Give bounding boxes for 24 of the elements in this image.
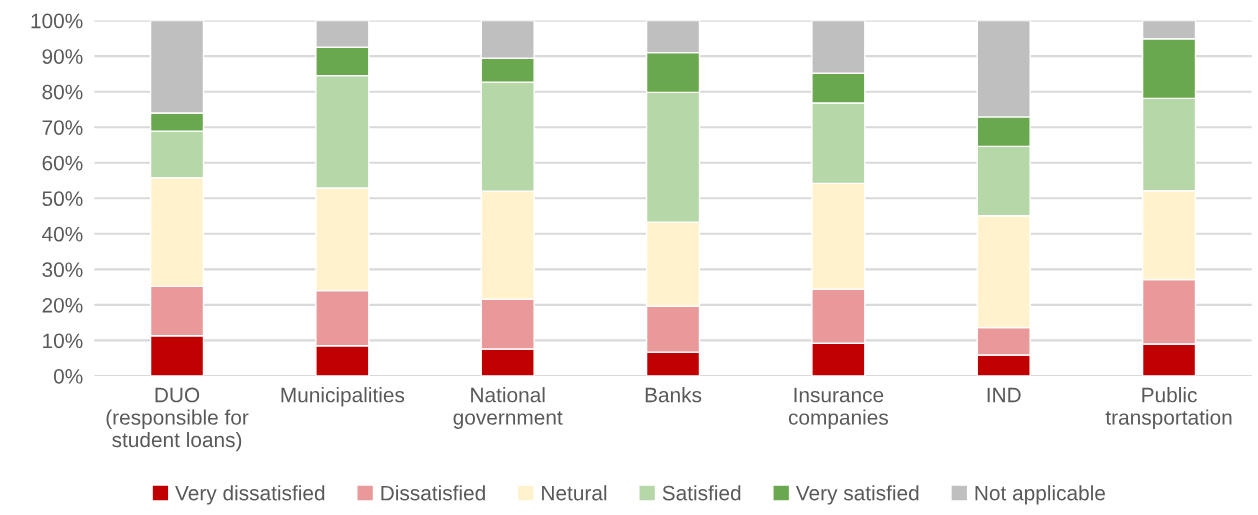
x-tick-label: DUO (responsible for student loans)	[106, 387, 249, 452]
legend-label: Not applicable	[975, 485, 1105, 505]
x-tick-label: Public transportation	[1105, 387, 1232, 429]
x-tick-label: Municipalities	[281, 387, 405, 407]
legend-label: Very satisfied	[795, 485, 919, 505]
x-tick-label: National government	[453, 387, 563, 429]
y-tick-label: 90%	[42, 49, 83, 64]
legend-label: Satisfied	[662, 485, 741, 501]
legend-label: Netural	[542, 485, 607, 501]
y-tick-label: 40%	[42, 226, 83, 242]
legend-label: Dissatisfied	[381, 485, 485, 501]
legend-label: Very dissatisfied	[175, 485, 325, 505]
y-tick-label: 0%	[53, 368, 83, 384]
x-tick-label: Banks	[645, 387, 702, 403]
y-tick-label: 70%	[42, 120, 83, 135]
y-tick-label: 60%	[42, 155, 83, 171]
x-tick-label: IND	[987, 387, 1021, 403]
y-tick-label: 20%	[42, 297, 83, 313]
y-tick-label: 100%	[31, 13, 83, 29]
y-tick-label: 30%	[42, 262, 83, 278]
y-tick-label: 50%	[42, 191, 83, 207]
x-tick-label: Insurance companies	[788, 387, 888, 429]
y-tick-label: 10%	[43, 333, 83, 349]
y-tick-label: 80%	[42, 84, 83, 100]
